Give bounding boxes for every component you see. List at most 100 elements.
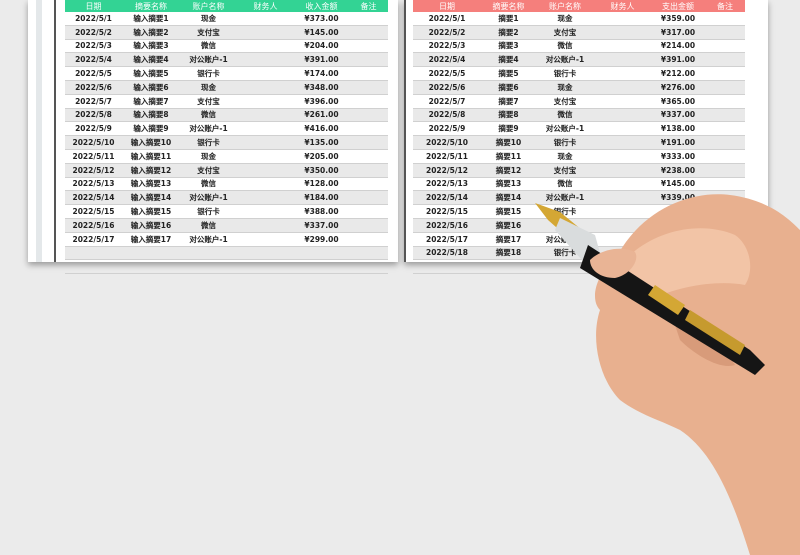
table-cell[interactable] — [237, 94, 294, 109]
table-cell[interactable]: ¥214.00 — [651, 39, 705, 54]
table-cell[interactable] — [237, 190, 294, 206]
table-cell[interactable] — [237, 232, 294, 247]
table-cell[interactable] — [122, 246, 180, 261]
table-cell[interactable]: 2022/5/11 — [413, 149, 481, 164]
table-cell[interactable]: 2022/5/18 — [413, 246, 481, 261]
table-cell[interactable]: 摘要1 — [481, 12, 536, 26]
table-cell[interactable] — [349, 39, 388, 54]
table-cell[interactable]: ¥337.00 — [651, 108, 705, 123]
table-cell[interactable]: 微信 — [536, 108, 594, 123]
table-cell[interactable]: ¥348.00 — [294, 80, 349, 95]
table-cell[interactable]: 输入摘要3 — [122, 39, 180, 54]
table-cell[interactable] — [237, 149, 294, 164]
table-cell[interactable] — [349, 177, 388, 192]
table-cell[interactable]: 2022/5/12 — [65, 163, 122, 178]
table-cell[interactable]: ¥391.00 — [294, 52, 349, 68]
table-cell[interactable] — [237, 218, 294, 233]
table-cell[interactable]: 2022/5/17 — [65, 232, 122, 247]
table-cell[interactable]: 2022/5/6 — [65, 80, 122, 95]
table-cell[interactable] — [349, 94, 388, 109]
table-cell[interactable]: 2022/5/9 — [65, 121, 122, 137]
table-cell[interactable]: 银行卡 — [536, 135, 594, 150]
table-cell[interactable] — [594, 149, 651, 164]
table-cell[interactable]: 摘要5 — [481, 66, 536, 81]
table-cell[interactable] — [594, 80, 651, 95]
table-cell[interactable]: ¥174.00 — [294, 66, 349, 81]
table-cell[interactable]: 2022/5/8 — [65, 108, 122, 123]
table-cell[interactable]: 2022/5/13 — [413, 177, 481, 192]
table-cell[interactable] — [705, 177, 745, 192]
table-cell[interactable] — [122, 259, 180, 275]
table-cell[interactable]: ¥396.00 — [294, 94, 349, 109]
table-cell[interactable]: 摘要16 — [481, 218, 536, 233]
table-cell[interactable]: 2022/5/14 — [65, 190, 122, 206]
table-cell[interactable] — [594, 121, 651, 137]
table-cell[interactable] — [65, 246, 122, 261]
table-cell[interactable] — [349, 163, 388, 178]
table-cell[interactable]: 支付宝 — [180, 94, 237, 109]
table-cell[interactable] — [594, 190, 651, 206]
table-cell[interactable]: ¥276.00 — [651, 80, 705, 95]
table-cell[interactable] — [349, 12, 388, 26]
table-cell[interactable]: ¥359.00 — [651, 12, 705, 26]
table-cell[interactable]: 输入摘要1 — [122, 12, 180, 26]
table-cell[interactable] — [237, 80, 294, 95]
table-cell[interactable]: 摘要12 — [481, 163, 536, 178]
table-cell[interactable]: 输入摘要8 — [122, 108, 180, 123]
table-cell[interactable]: 现金 — [536, 149, 594, 164]
table-cell[interactable]: 微信 — [180, 218, 237, 233]
table-cell[interactable]: 摘要13 — [481, 177, 536, 192]
table-cell[interactable]: 支付宝 — [536, 163, 594, 178]
table-cell[interactable]: ¥128.00 — [294, 177, 349, 192]
table-cell[interactable]: 摘要14 — [481, 190, 536, 206]
table-cell[interactable]: 微信 — [180, 108, 237, 123]
table-cell[interactable]: 摘要9 — [481, 121, 536, 137]
table-cell[interactable]: 支付宝 — [180, 25, 237, 40]
table-cell[interactable]: ¥205.00 — [294, 149, 349, 164]
table-cell[interactable]: ¥350.00 — [294, 163, 349, 178]
table-cell[interactable]: 对公账户-1 — [180, 52, 237, 68]
table-cell[interactable] — [294, 246, 349, 261]
table-cell[interactable] — [349, 52, 388, 68]
table-cell[interactable]: ¥191.00 — [651, 135, 705, 150]
table-cell[interactable]: 对公账户-1 — [536, 190, 594, 206]
table-cell[interactable] — [237, 25, 294, 40]
table-cell[interactable]: 现金 — [180, 80, 237, 95]
table-cell[interactable]: 2022/5/1 — [65, 12, 122, 26]
table-cell[interactable] — [594, 204, 651, 219]
table-cell[interactable] — [349, 190, 388, 206]
table-cell[interactable] — [237, 135, 294, 150]
table-cell[interactable] — [705, 12, 745, 26]
table-cell[interactable]: 银行卡 — [180, 66, 237, 81]
table-cell[interactable] — [349, 108, 388, 123]
table-cell[interactable]: 摘要15 — [481, 204, 536, 219]
table-cell[interactable]: 输入摘要7 — [122, 94, 180, 109]
table-cell[interactable]: 摘要6 — [481, 80, 536, 95]
table-cell[interactable] — [349, 80, 388, 95]
table-cell[interactable] — [705, 52, 745, 68]
table-cell[interactable]: 摘要10 — [481, 135, 536, 150]
table-cell[interactable]: 微信 — [180, 39, 237, 54]
table-cell[interactable] — [237, 108, 294, 123]
table-cell[interactable] — [349, 204, 388, 219]
table-cell[interactable]: 2022/5/9 — [413, 121, 481, 137]
table-cell[interactable]: 银行卡 — [180, 204, 237, 219]
table-cell[interactable]: 微信 — [180, 177, 237, 192]
table-cell[interactable] — [705, 94, 745, 109]
table-cell[interactable] — [705, 135, 745, 150]
table-cell[interactable]: 输入摘要13 — [122, 177, 180, 192]
table-cell[interactable]: ¥373.00 — [294, 12, 349, 26]
table-cell[interactable] — [237, 204, 294, 219]
table-cell[interactable] — [413, 259, 481, 275]
table-cell[interactable] — [594, 66, 651, 81]
table-cell[interactable] — [594, 12, 651, 26]
table-cell[interactable]: ¥261.00 — [294, 108, 349, 123]
table-cell[interactable]: 2022/5/15 — [413, 204, 481, 219]
table-cell[interactable]: 对公账户-1 — [536, 52, 594, 68]
table-cell[interactable]: 2022/5/10 — [65, 135, 122, 150]
table-cell[interactable] — [705, 39, 745, 54]
table-cell[interactable]: 2022/5/2 — [413, 25, 481, 40]
table-cell[interactable]: ¥212.00 — [651, 66, 705, 81]
table-cell[interactable]: 摘要7 — [481, 94, 536, 109]
table-cell[interactable]: 摘要11 — [481, 149, 536, 164]
